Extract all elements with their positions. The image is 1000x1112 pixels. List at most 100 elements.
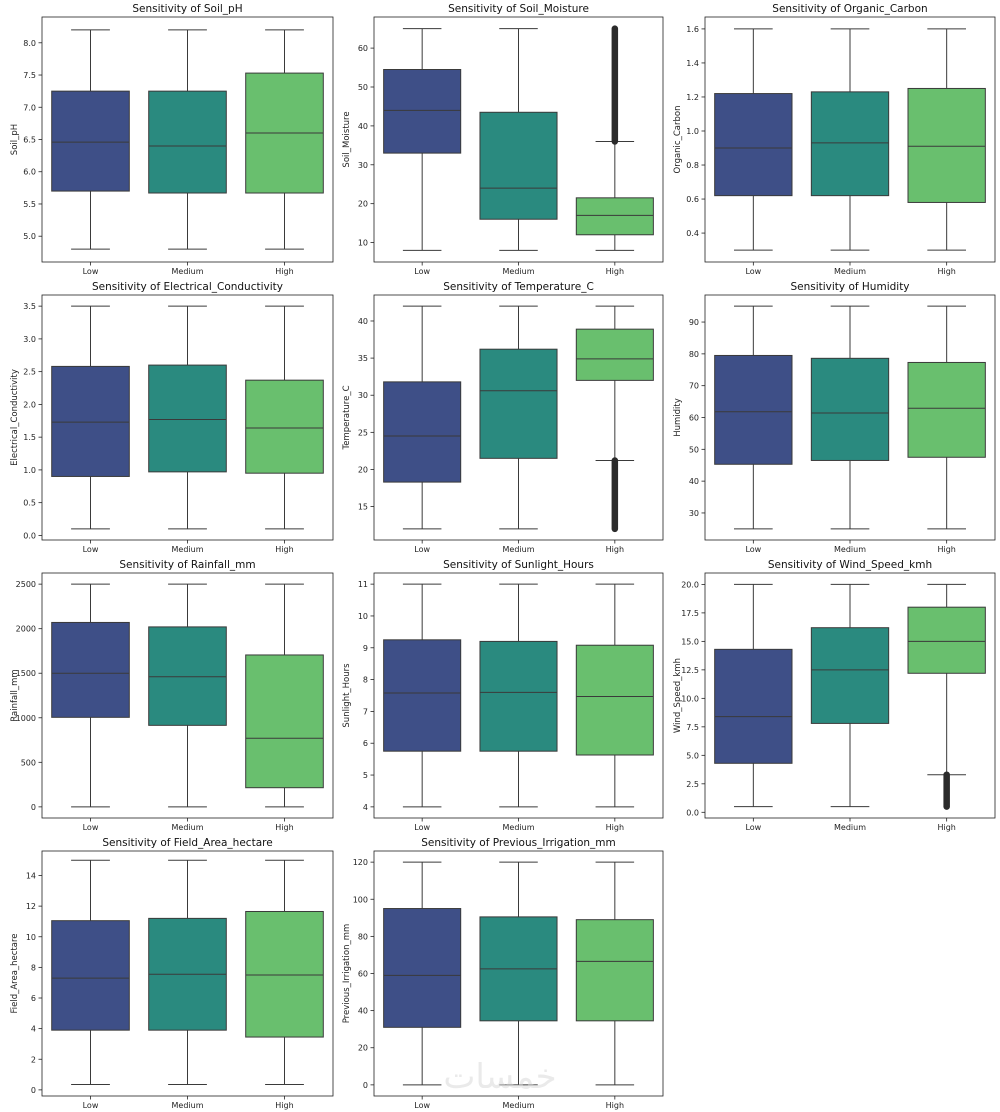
- box-element: [383, 305, 462, 530]
- y-tick-label: 80: [358, 932, 368, 941]
- chart-panel: Sensitivity of Organic_Carbon Organic_Car…: [673, 3, 996, 276]
- box-element: [810, 305, 890, 530]
- chart-title: Sensitivity of Field_Area_hectare: [102, 837, 272, 849]
- y-tick-label: 15: [358, 503, 368, 512]
- y-tick-label: 20: [358, 1044, 368, 1053]
- box-element: [907, 28, 986, 251]
- y-tick-label: 50: [689, 445, 699, 454]
- box-element: [575, 861, 654, 1086]
- y-axis-label: Electrical_Conductivity: [10, 369, 20, 466]
- y-tick-label: 6.5: [23, 136, 36, 145]
- y-tick-label: 10: [26, 933, 36, 942]
- x-tick-label: Low: [745, 545, 761, 554]
- x-tick-label: Medium: [834, 267, 866, 276]
- x-tick-label: Medium: [503, 545, 535, 554]
- y-tick-label: 11: [358, 580, 368, 589]
- y-tick-label: 7.5: [686, 723, 699, 732]
- x-tick-label: High: [606, 1101, 624, 1110]
- y-tick-label: 60: [358, 44, 368, 53]
- box-element: [383, 861, 462, 1086]
- iqr-box: [575, 328, 654, 381]
- iqr-box: [907, 606, 986, 674]
- x-tick-label: Medium: [503, 267, 535, 276]
- iqr-box: [479, 111, 558, 220]
- x-tick-label: High: [275, 1101, 293, 1110]
- y-tick-label: 15.0: [681, 637, 699, 646]
- y-tick-label: 0.5: [23, 499, 36, 508]
- iqr-box: [810, 627, 890, 724]
- x-tick-label: High: [606, 545, 624, 554]
- y-tick-label: 40: [689, 477, 699, 486]
- y-tick-label: 0: [363, 1081, 368, 1090]
- x-tick-label: Medium: [503, 1101, 535, 1110]
- chart-panel: Sensitivity of Humidity Humidity 30 40 50 60 7…: [673, 281, 996, 554]
- chart-title: Sensitivity of Organic_Carbon: [772, 3, 927, 15]
- y-tick-label: 3.5: [23, 302, 36, 311]
- chart-title: Sensitivity of Soil_Moisture: [448, 3, 589, 15]
- y-tick-label: 9: [363, 644, 368, 653]
- y-tick-label: 100: [353, 895, 368, 904]
- iqr-box: [383, 69, 462, 154]
- y-tick-label: 4: [363, 803, 368, 812]
- y-tick-label: 1.0: [23, 466, 36, 475]
- y-tick-label: 30: [689, 509, 699, 518]
- x-tick-label: High: [275, 267, 293, 276]
- iqr-box: [810, 91, 890, 197]
- box-element: [148, 859, 227, 1086]
- iqr-box: [245, 379, 324, 474]
- x-tick-label: High: [937, 267, 955, 276]
- iqr-box: [51, 621, 130, 718]
- chart-title: Sensitivity of Rainfall_mm: [119, 559, 255, 571]
- y-tick-label: 0.6: [686, 195, 699, 204]
- y-tick-label: 1500: [16, 669, 36, 678]
- box-element: [479, 305, 558, 530]
- iqr-box: [245, 910, 324, 1038]
- chart-title: Sensitivity of Sunlight_Hours: [443, 559, 594, 571]
- y-tick-label: 5: [363, 771, 368, 780]
- y-tick-label: 1.5: [23, 433, 36, 442]
- y-tick-label: 60: [689, 414, 699, 423]
- iqr-box: [51, 90, 130, 192]
- x-tick-label: Low: [414, 823, 430, 832]
- iqr-box: [148, 626, 227, 726]
- x-tick-label: High: [606, 267, 624, 276]
- watermark-text: خمسات: [443, 1057, 556, 1097]
- box-element: [810, 583, 890, 808]
- y-axis-label: Field_Area_hectare: [10, 933, 20, 1013]
- box-element: [810, 28, 890, 251]
- y-tick-label: 14: [26, 872, 36, 881]
- box-element: [383, 583, 462, 808]
- chart-panel: Sensitivity of Sunlight_Hours Sunlight_Ho…: [342, 559, 664, 832]
- x-tick-label: Low: [83, 1101, 99, 1110]
- y-tick-label: 0.0: [686, 808, 699, 817]
- box-element: [245, 859, 324, 1086]
- iqr-box: [51, 920, 130, 1031]
- y-tick-label: 1.6: [686, 25, 699, 34]
- x-tick-label: Medium: [834, 545, 866, 554]
- y-tick-label: 17.5: [681, 609, 699, 618]
- x-tick-label: Low: [745, 267, 761, 276]
- y-tick-label: 12: [26, 902, 36, 911]
- iqr-box: [714, 648, 793, 764]
- y-tick-label: 8: [363, 676, 368, 685]
- box-element: [51, 583, 130, 808]
- iqr-box: [575, 919, 654, 1022]
- y-tick-label: 20: [358, 200, 368, 209]
- iqr-box: [714, 93, 793, 197]
- iqr-box: [148, 364, 227, 473]
- iqr-box: [907, 361, 986, 458]
- y-tick-label: 30: [358, 161, 368, 170]
- y-tick-label: 120: [353, 858, 368, 867]
- y-tick-label: 30: [358, 391, 368, 400]
- iqr-box: [383, 908, 462, 1028]
- chart-panel: Sensitivity of Wind_Speed_kmh Wind_Speed_…: [673, 559, 996, 832]
- y-tick-label: 7.0: [23, 103, 36, 112]
- y-tick-label: 2000: [16, 625, 36, 634]
- y-axis-label: Previous_Irrigation_mm: [342, 924, 352, 1024]
- y-tick-label: 0: [31, 1086, 36, 1095]
- y-tick-label: 10: [358, 612, 368, 621]
- y-tick-label: 0: [31, 803, 36, 812]
- y-tick-label: 20.0: [681, 580, 699, 589]
- y-tick-label: 6.0: [23, 168, 36, 177]
- y-tick-label: 3.0: [23, 335, 36, 344]
